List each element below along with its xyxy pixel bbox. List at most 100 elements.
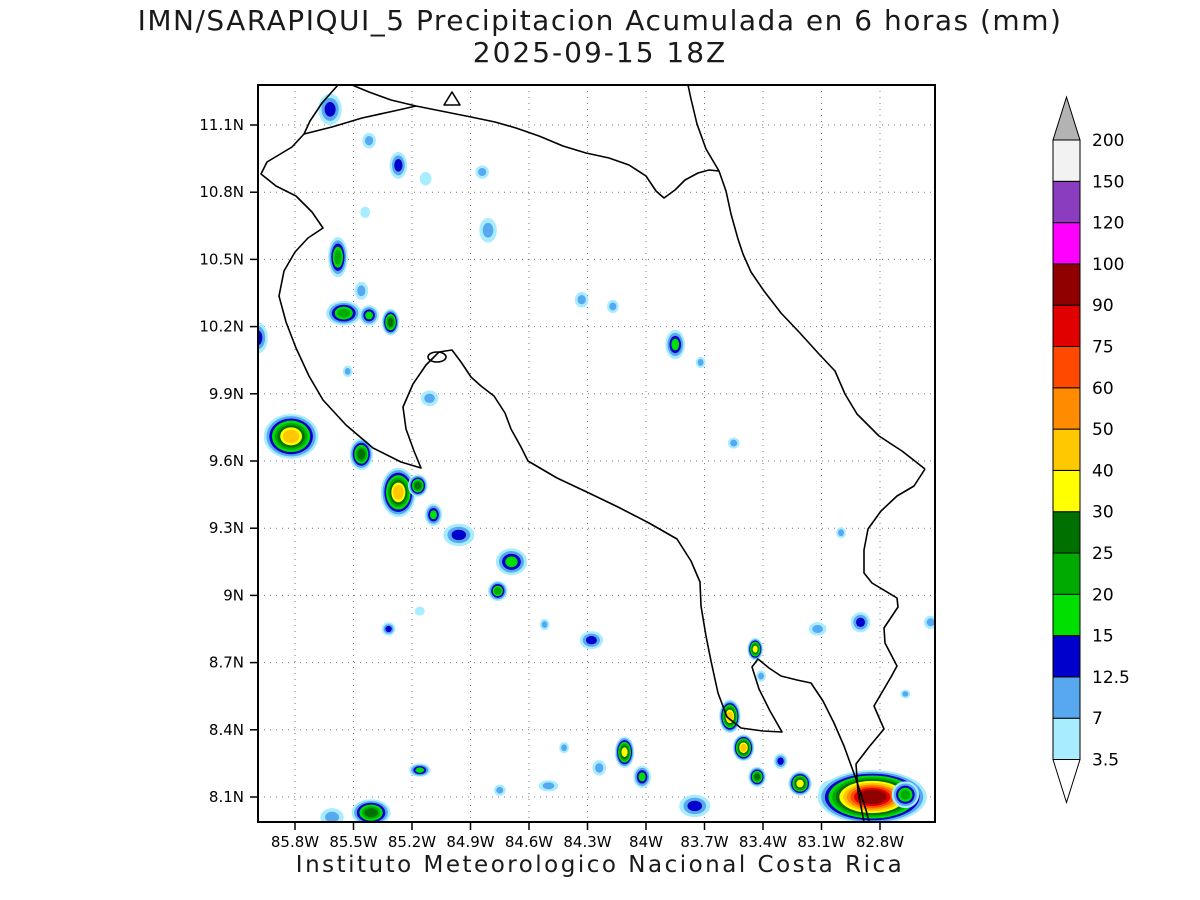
colorbar-label: 40 <box>1092 461 1114 481</box>
precip-blob <box>409 763 431 777</box>
precip-blob <box>607 299 619 314</box>
colorbar-label: 150 <box>1092 172 1124 192</box>
colorbar-label: 120 <box>1092 214 1124 234</box>
nicaragua-border-san-juan-river <box>351 85 720 199</box>
y-tick-label: 9.9N <box>209 385 244 403</box>
precip-blob <box>326 300 362 326</box>
colorbar-under-arrow <box>1052 759 1081 805</box>
plot-frame <box>257 84 936 823</box>
solentiname-island <box>443 91 461 106</box>
precip-blob <box>342 365 353 377</box>
colorbar-label: 90 <box>1092 296 1114 316</box>
colorbar-box <box>1052 676 1081 719</box>
precip-blob <box>360 206 371 218</box>
colorbar-label: 12.5 <box>1092 668 1130 688</box>
colorbar-over-arrow <box>1052 95 1081 141</box>
y-tick-label: 9.3N <box>209 519 244 537</box>
y-tick-label: 8.1N <box>209 788 244 806</box>
precip-blob <box>592 760 606 776</box>
precip-blob <box>389 151 408 179</box>
precip-blob <box>808 622 827 636</box>
y-tick-label: 11.1N <box>199 116 244 134</box>
chira-island <box>427 351 447 363</box>
y-tick-label: 8.7N <box>209 654 244 672</box>
precip-blob <box>679 794 711 818</box>
y-tick-label: 10.2N <box>199 318 244 336</box>
colorbar-label: 200 <box>1092 131 1124 151</box>
precip-blob <box>633 765 651 789</box>
colorbar-box <box>1052 717 1081 761</box>
precip-blob <box>475 165 490 179</box>
precip-blob <box>381 308 400 336</box>
axis-labels: 85.8W 85.5W 85.2W 84.9W 84.6W 84.3W 84W 83.7W 83… <box>199 116 904 851</box>
footer-attribution: Instituto Meteorologico Nacional Costa R… <box>295 852 905 878</box>
y-tick-label: 9.6N <box>209 452 244 470</box>
caribbean-coastline <box>687 85 926 470</box>
colorbar-box <box>1052 635 1081 678</box>
precip-blob <box>773 753 788 769</box>
precip-blob <box>923 615 935 629</box>
colorbar-label: 20 <box>1092 585 1114 605</box>
precip-blob <box>263 413 319 459</box>
chart-subtitle-datetime: 2025-09-15 18Z <box>472 36 728 69</box>
y-tick-label: 9N <box>223 586 244 604</box>
precip-blob <box>695 356 706 369</box>
precip-blob <box>408 474 428 497</box>
colorbar-box <box>1052 593 1081 637</box>
precip-blob <box>850 612 871 633</box>
colorbar-legend: 3.5 7 12.5 15 20 25 30 40 50 60 75 90 100 120 150 200 <box>1052 95 1130 805</box>
colorbar-label: 7 <box>1092 709 1103 729</box>
precip-blob <box>836 527 846 539</box>
x-tick-label: 83.7W <box>680 833 728 851</box>
chart-title: IMN/SARAPIQUI_5 Precipitacion Acumulada … <box>137 4 1063 37</box>
precip-blob <box>359 305 379 326</box>
colorbar-box <box>1052 304 1081 348</box>
colorbar-box <box>1052 222 1081 265</box>
x-tick-label: 84W <box>629 833 663 851</box>
x-tick-label: 84.9W <box>446 833 494 851</box>
colorbar-box <box>1052 346 1081 389</box>
x-tick-label: 85.2W <box>388 833 436 851</box>
precip-blob <box>419 172 432 186</box>
colorbar-label: 30 <box>1092 503 1114 523</box>
precip-blob <box>351 799 391 822</box>
precip-blob <box>727 437 740 449</box>
x-tick-label: 82.8W <box>856 833 904 851</box>
y-tick-label: 8.4N <box>209 721 244 739</box>
precip-blob <box>891 781 920 809</box>
panama-border <box>855 468 926 822</box>
precip-blob <box>539 618 550 631</box>
precip-blob <box>479 217 497 243</box>
precip-blob <box>747 637 763 661</box>
precip-blob <box>756 670 766 682</box>
colorbar-label: 75 <box>1092 338 1114 358</box>
x-tick-label: 85.5W <box>329 833 377 851</box>
precip-blob <box>443 523 475 547</box>
y-tick-label: 10.8N <box>199 183 244 201</box>
pacific-coastline <box>260 85 870 822</box>
precip-blob <box>420 390 439 407</box>
precip-blob <box>362 132 376 149</box>
precip-blob <box>538 780 559 792</box>
precip-blob <box>320 808 344 822</box>
precip-blob <box>579 631 604 650</box>
precip-blob <box>380 467 416 517</box>
colorbar-box <box>1052 139 1081 182</box>
precip-blob <box>349 438 373 470</box>
precip-blob <box>493 784 506 796</box>
colorbar-label: 50 <box>1092 420 1114 440</box>
colorbar-box <box>1052 511 1081 554</box>
precipitation-field <box>258 93 935 822</box>
precip-blob <box>414 606 425 616</box>
colorbar-box <box>1052 469 1081 513</box>
x-tick-label: 83.1W <box>797 833 845 851</box>
precip-blob <box>614 736 635 768</box>
precip-blob <box>318 93 342 126</box>
colorbar-label: 15 <box>1092 627 1114 647</box>
precip-blob <box>900 689 911 699</box>
precip-blob <box>488 580 508 602</box>
colorbar-label: 25 <box>1092 544 1114 564</box>
x-tick-label: 84.6W <box>505 833 553 851</box>
colorbar-label: 60 <box>1092 379 1114 399</box>
